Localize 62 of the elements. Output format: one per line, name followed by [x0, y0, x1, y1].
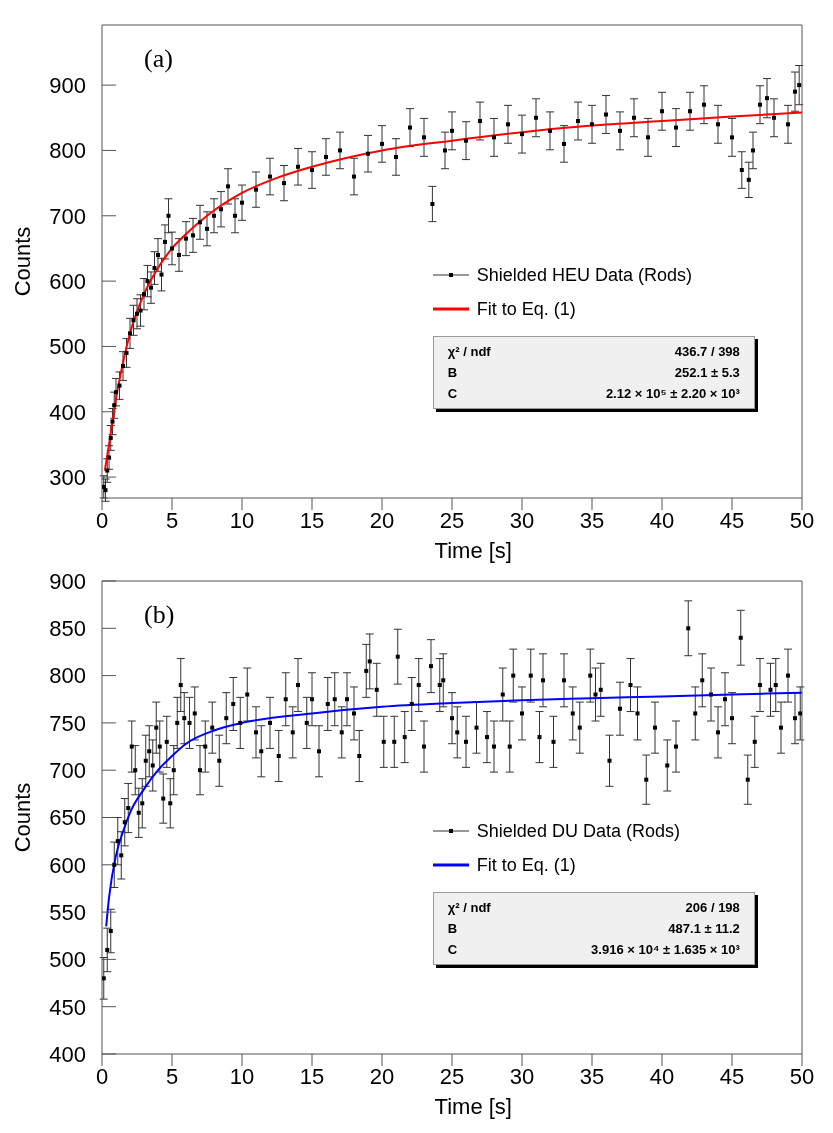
x-tick-label: 5: [165, 507, 179, 533]
y-tick-label: 500: [49, 334, 86, 360]
x-tick-label: 40: [649, 507, 675, 533]
annotation: 3.916 × 10⁴ ± 1.635 × 10³: [591, 941, 740, 960]
y-tick-label: 300: [49, 464, 86, 490]
annotation: B: [447, 364, 458, 383]
legend-label: Shielded HEU Data (Rods): [476, 264, 692, 286]
x-tick-label: 30: [509, 507, 535, 533]
y-tick-label: 500: [49, 947, 86, 973]
annotation: χ² / ndf: [447, 343, 491, 362]
annotation: C: [447, 385, 458, 404]
x-tick-label: 0: [95, 1063, 109, 1089]
y-tick-label: 450: [49, 994, 86, 1020]
y-tick-label: 800: [49, 138, 86, 164]
annotation: 206 / 198: [685, 899, 740, 918]
y-tick-label: 800: [49, 663, 86, 689]
y-tick-label: 850: [49, 616, 86, 642]
y-tick-label: 900: [49, 72, 86, 98]
annotation: B: [447, 920, 458, 939]
legend-label: Fit to Eq. (1): [476, 298, 576, 320]
x-tick-label: 25: [439, 1063, 465, 1089]
y-tick-label: 750: [49, 710, 86, 736]
x-tick-label: 15: [299, 1063, 325, 1089]
y-tick-label: 600: [49, 852, 86, 878]
legend-label: Shielded DU Data (Rods): [476, 820, 680, 842]
y-tick-label: 400: [49, 1041, 86, 1067]
x-tick-label: 50: [789, 1063, 815, 1089]
x-tick-label: 10: [229, 1063, 255, 1089]
annotation: χ² / ndf: [447, 899, 491, 918]
y-tick-label: 550: [49, 899, 86, 925]
x-tick-label: 40: [649, 1063, 675, 1089]
x-tick-label: 35: [579, 507, 605, 533]
x-tick-label: 20: [369, 1063, 395, 1089]
annotation: (a): [144, 44, 173, 74]
annotation: 2.12 × 10⁵ ± 2.20 × 10³: [605, 385, 740, 404]
y-tick-label: 400: [49, 399, 86, 425]
y-tick-label: 900: [49, 568, 86, 594]
annotation: 436.7 / 398: [674, 343, 740, 362]
x-tick-label: 20: [369, 507, 395, 533]
y-axis-title: Counts: [9, 226, 35, 297]
x-axis-title: Time [s]: [434, 538, 512, 563]
x-axis-title: Time [s]: [434, 1094, 512, 1119]
legend-label: Fit to Eq. (1): [476, 854, 576, 876]
x-tick-label: 15: [299, 507, 325, 533]
x-tick-label: 0: [95, 507, 109, 533]
x-tick-label: 45: [719, 1063, 745, 1089]
x-tick-label: 5: [165, 1063, 179, 1089]
x-tick-label: 45: [719, 507, 745, 533]
x-tick-label: 10: [229, 507, 255, 533]
x-tick-label: 30: [509, 1063, 535, 1089]
x-tick-label: 25: [439, 507, 465, 533]
annotation: C: [447, 941, 458, 960]
y-tick-label: 700: [49, 758, 86, 784]
annotation: 487.1 ± 11.2: [668, 920, 740, 939]
x-tick-label: 50: [789, 507, 815, 533]
annotation: 252.1 ± 5.3: [674, 364, 740, 383]
y-tick-label: 650: [49, 805, 86, 831]
annotation: (b): [144, 600, 175, 630]
x-tick-label: 35: [579, 1063, 605, 1089]
y-axis-title: Counts: [9, 782, 35, 853]
y-tick-label: 700: [49, 203, 86, 229]
y-tick-label: 600: [49, 268, 86, 294]
